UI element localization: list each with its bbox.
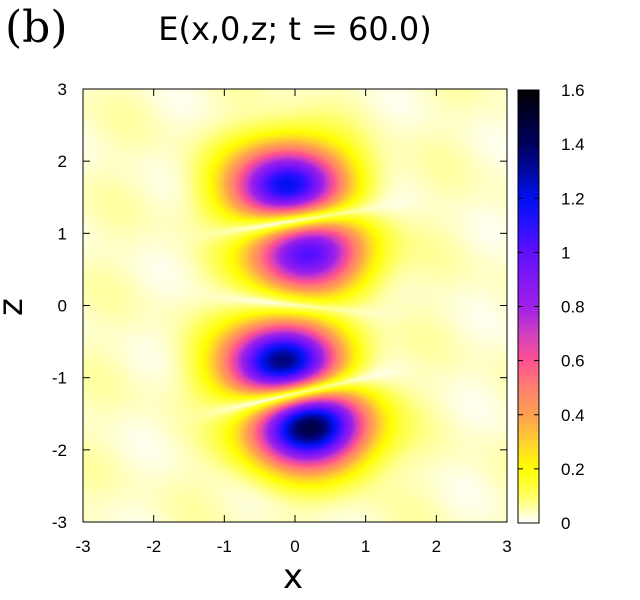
lobe-peak-4 xyxy=(306,421,310,425)
x-tick-label: -2 xyxy=(146,537,161,556)
colorbar-tick-label: 0.4 xyxy=(561,406,585,425)
y-tick-label: 0 xyxy=(58,297,67,316)
x-tick-label: 1 xyxy=(361,537,370,556)
colorbar-tick-label: 1.2 xyxy=(561,189,585,208)
colorbar-tick-label: 0 xyxy=(561,514,570,533)
colorbar-tick-label: 0.8 xyxy=(561,298,585,317)
colorbar-tick-label: 1 xyxy=(561,243,570,262)
y-tick-label: 2 xyxy=(58,152,67,171)
x-tick-label: 0 xyxy=(290,537,299,556)
heatmap-field xyxy=(83,89,507,522)
colorbar-tick-label: 1.6 xyxy=(561,81,585,100)
lobe-peak-1 xyxy=(286,186,290,190)
lobe-peak-2 xyxy=(304,246,308,250)
y-tick-label: 3 xyxy=(58,80,67,99)
y-tick-label: -1 xyxy=(52,369,67,388)
colorbar-tick-label: 0.2 xyxy=(561,460,585,479)
x-tick-label: -1 xyxy=(217,537,232,556)
y-tick-label: -2 xyxy=(52,441,67,460)
lobe-peak-3 xyxy=(282,363,286,367)
x-tick-label: 3 xyxy=(502,537,511,556)
colorbar-tick-label: 1.4 xyxy=(561,135,585,154)
x-tick-label: -3 xyxy=(75,537,90,556)
y-tick-label: -3 xyxy=(52,513,67,532)
x-axis-label: x xyxy=(283,557,303,597)
y-tick-label: 1 xyxy=(58,224,67,243)
panel-label: (b) xyxy=(5,2,68,53)
chart-title: E(x,0,z; t = 60.0) xyxy=(158,10,432,48)
plot-frame xyxy=(82,88,508,523)
y-axis-label: z xyxy=(0,298,31,316)
x-tick-label: 2 xyxy=(432,537,441,556)
colorbar-tick-label: 0.6 xyxy=(561,352,585,371)
